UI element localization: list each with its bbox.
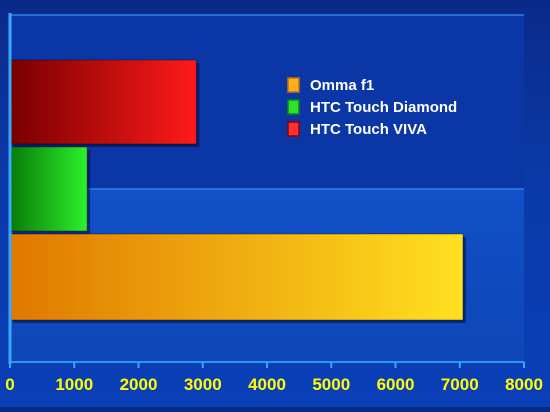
legend-omma-f1-label: Omma f1	[310, 77, 374, 94]
x-tick-labels: 0 1000 2000 3000 4000 5000 6000 7000 8000	[5, 375, 543, 394]
x-tick-label: 3000	[184, 375, 222, 394]
bars	[9, 59, 466, 323]
bar-htc-touch-diamond	[9, 146, 88, 232]
bar-htc-touch-viva	[9, 59, 197, 145]
legend: Omma f1 HTC Touch Diamond HTC Touch VIVA	[287, 77, 457, 138]
x-tick-label: 4000	[248, 375, 286, 394]
x-tick-label: 5000	[312, 375, 350, 394]
x-tick-label: 0	[5, 375, 14, 394]
legend-omma-f1-swatch	[287, 77, 300, 93]
legend-htc-touch-diamond-swatch	[287, 99, 300, 115]
legend-htc-touch-diamond-label: HTC Touch Diamond	[310, 99, 457, 116]
legend-htc-touch-viva-label: HTC Touch VIVA	[310, 121, 427, 138]
x-tick-label: 8000	[505, 375, 543, 394]
x-tick-label: 2000	[120, 375, 158, 394]
x-tick-label: 7000	[441, 375, 479, 394]
x-tick-label: 6000	[377, 375, 415, 394]
bar-omma-f1	[9, 233, 464, 321]
x-axis	[8, 13, 525, 368]
legend-htc-touch-viva-swatch	[287, 121, 300, 137]
x-tick-label: 1000	[55, 375, 93, 394]
